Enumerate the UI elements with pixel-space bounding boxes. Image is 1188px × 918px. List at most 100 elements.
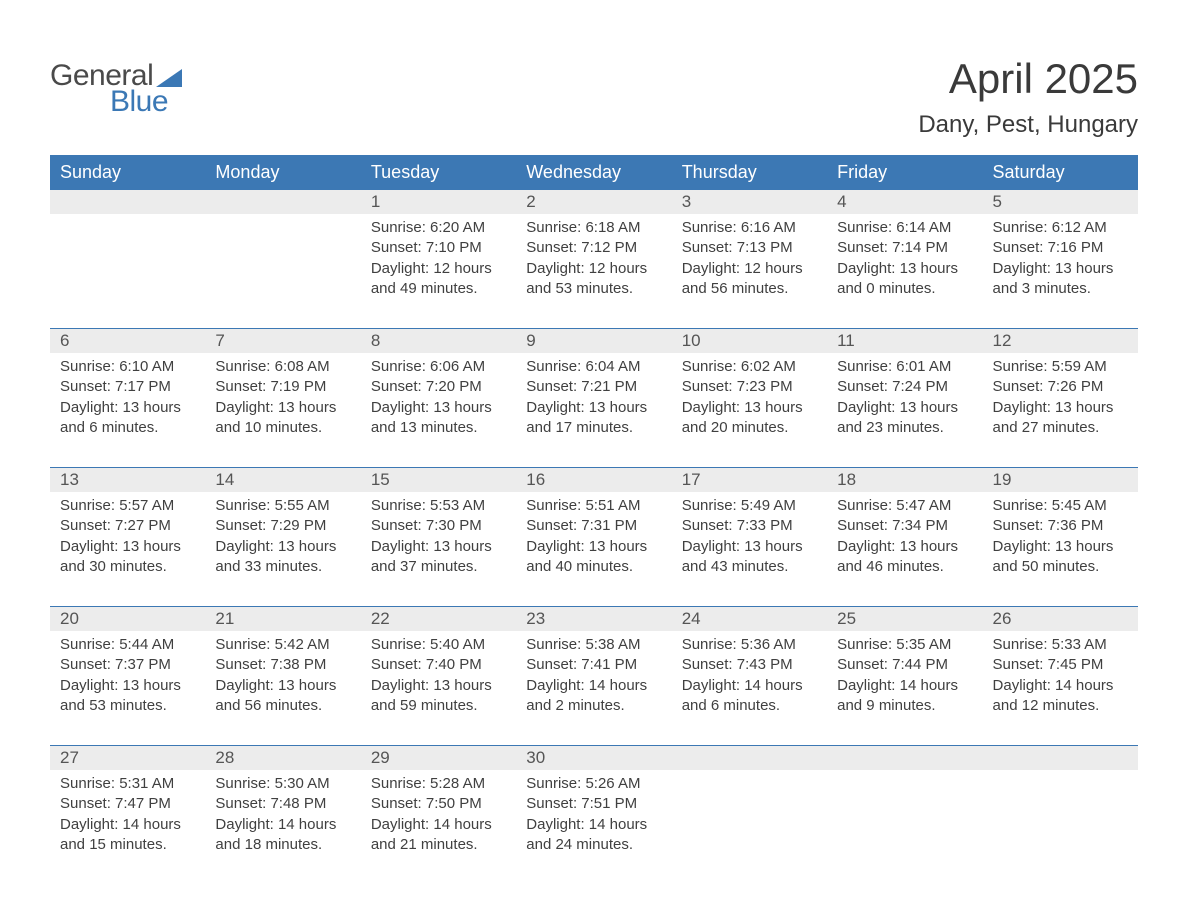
day-number-band: 17 (672, 468, 827, 492)
calendar-page: General Blue April 2025 Dany, Pest, Hung… (0, 0, 1188, 914)
day-number: 27 (50, 748, 79, 768)
sunset-line: Sunset: 7:41 PM (526, 655, 663, 675)
day-number: 26 (983, 609, 1012, 629)
daylight-line: Daylight: 13 hours and 37 minutes. (371, 537, 508, 578)
day-cell: 22Sunrise: 5:40 AMSunset: 7:40 PMDayligh… (361, 607, 516, 735)
day-cell: 19Sunrise: 5:45 AMSunset: 7:36 PMDayligh… (983, 468, 1138, 596)
day-body (983, 770, 1138, 780)
week-row: 1Sunrise: 6:20 AMSunset: 7:10 PMDaylight… (50, 190, 1138, 318)
week-row: 27Sunrise: 5:31 AMSunset: 7:47 PMDayligh… (50, 745, 1138, 874)
sunrise-line: Sunrise: 6:06 AM (371, 357, 508, 377)
daylight-line: Daylight: 14 hours and 15 minutes. (60, 815, 197, 856)
sunset-line: Sunset: 7:12 PM (526, 238, 663, 258)
sunset-line: Sunset: 7:44 PM (837, 655, 974, 675)
daylight-line: Daylight: 13 hours and 33 minutes. (215, 537, 352, 578)
day-cell: 17Sunrise: 5:49 AMSunset: 7:33 PMDayligh… (672, 468, 827, 596)
week-spacer (50, 318, 1138, 328)
day-body: Sunrise: 5:51 AMSunset: 7:31 PMDaylight:… (516, 492, 671, 583)
sunset-line: Sunset: 7:21 PM (526, 377, 663, 397)
daylight-line: Daylight: 13 hours and 6 minutes. (60, 398, 197, 439)
day-body (827, 770, 982, 780)
sunset-line: Sunset: 7:24 PM (837, 377, 974, 397)
daylight-line: Daylight: 12 hours and 53 minutes. (526, 259, 663, 300)
sunrise-line: Sunrise: 5:53 AM (371, 496, 508, 516)
day-number-band: 30 (516, 746, 671, 770)
day-cell: 11Sunrise: 6:01 AMSunset: 7:24 PMDayligh… (827, 329, 982, 457)
day-cell: 15 Sunrise: 5:53 AMSunset: 7:30 PMDayligh… (361, 468, 516, 596)
sunrise-line: Sunrise: 5:47 AM (837, 496, 974, 516)
day-body: Sunrise: 6:14 AMSunset: 7:14 PMDaylight:… (827, 214, 982, 305)
day-number: 2 (516, 192, 535, 212)
day-number-band: 9 (516, 329, 671, 353)
day-cell (983, 746, 1138, 874)
day-number: 18 (827, 470, 856, 490)
daylight-line: Daylight: 13 hours and 59 minutes. (371, 676, 508, 717)
sunset-line: Sunset: 7:51 PM (526, 794, 663, 814)
day-body (205, 214, 360, 224)
day-cell: 30Sunrise: 5:26 AMSunset: 7:51 PMDayligh… (516, 746, 671, 874)
day-number-band: 19 (983, 468, 1138, 492)
sunset-line: Sunset: 7:29 PM (215, 516, 352, 536)
daylight-line: Daylight: 13 hours and 3 minutes. (993, 259, 1130, 300)
logo: General Blue (50, 55, 182, 119)
day-cell: 7Sunrise: 6:08 AMSunset: 7:19 PMDaylight… (205, 329, 360, 457)
day-body (50, 214, 205, 224)
day-cell: 23Sunrise: 5:38 AMSunset: 7:41 PMDayligh… (516, 607, 671, 735)
calendar-grid: SundayMondayTuesdayWednesdayThursdayFrid… (50, 155, 1138, 874)
dow-cell: Tuesday (361, 155, 516, 190)
day-cell: 13Sunrise: 5:57 AMSunset: 7:27 PMDayligh… (50, 468, 205, 596)
daylight-line: Daylight: 13 hours and 10 minutes. (215, 398, 352, 439)
day-body: Sunrise: 6:10 AMSunset: 7:17 PMDaylight:… (50, 353, 205, 444)
day-cell: 6Sunrise: 6:10 AMSunset: 7:17 PMDaylight… (50, 329, 205, 457)
dow-cell: Monday (205, 155, 360, 190)
day-number-band: 5 (983, 190, 1138, 214)
day-body: Sunrise: 5:55 AMSunset: 7:29 PMDaylight:… (205, 492, 360, 583)
daylight-line: Daylight: 13 hours and 50 minutes. (993, 537, 1130, 578)
day-cell: 14Sunrise: 5:55 AMSunset: 7:29 PMDayligh… (205, 468, 360, 596)
day-number: 6 (50, 331, 69, 351)
day-body: Sunrise: 5:57 AMSunset: 7:27 PMDaylight:… (50, 492, 205, 583)
day-number-band: 25 (827, 607, 982, 631)
daylight-line: Daylight: 13 hours and 27 minutes. (993, 398, 1130, 439)
day-number-band: 21 (205, 607, 360, 631)
day-number: 15 (361, 470, 390, 490)
daylight-line: Daylight: 13 hours and 53 minutes. (60, 676, 197, 717)
week-row: 13Sunrise: 5:57 AMSunset: 7:27 PMDayligh… (50, 467, 1138, 596)
sunrise-line: Sunrise: 5:35 AM (837, 635, 974, 655)
sunrise-line: Sunrise: 6:16 AM (682, 218, 819, 238)
day-cell: 29Sunrise: 5:28 AMSunset: 7:50 PMDayligh… (361, 746, 516, 874)
sunset-line: Sunset: 7:16 PM (993, 238, 1130, 258)
day-number-band: 3 (672, 190, 827, 214)
daylight-line: Daylight: 12 hours and 56 minutes. (682, 259, 819, 300)
day-cell: 1Sunrise: 6:20 AMSunset: 7:10 PMDaylight… (361, 190, 516, 318)
day-number-band: 10 (672, 329, 827, 353)
sunrise-line: Sunrise: 5:40 AM (371, 635, 508, 655)
sunrise-line: Sunrise: 6:01 AM (837, 357, 974, 377)
dow-cell: Friday (827, 155, 982, 190)
sunrise-line: Sunrise: 5:59 AM (993, 357, 1130, 377)
day-number-band: 8 (361, 329, 516, 353)
sunset-line: Sunset: 7:30 PM (371, 516, 508, 536)
day-body: Sunrise: 5:59 AMSunset: 7:26 PMDaylight:… (983, 353, 1138, 444)
day-cell: 25Sunrise: 5:35 AMSunset: 7:44 PMDayligh… (827, 607, 982, 735)
day-number-band: 2 (516, 190, 671, 214)
day-number: 16 (516, 470, 545, 490)
day-number: 25 (827, 609, 856, 629)
sunrise-line: Sunrise: 6:10 AM (60, 357, 197, 377)
day-body: Sunrise: 5:35 AMSunset: 7:44 PMDaylight:… (827, 631, 982, 722)
day-cell (672, 746, 827, 874)
daylight-line: Daylight: 14 hours and 2 minutes. (526, 676, 663, 717)
day-cell: 21Sunrise: 5:42 AMSunset: 7:38 PMDayligh… (205, 607, 360, 735)
sunrise-line: Sunrise: 5:57 AM (60, 496, 197, 516)
daylight-line: Daylight: 13 hours and 30 minutes. (60, 537, 197, 578)
sunrise-line: Sunrise: 6:14 AM (837, 218, 974, 238)
daylight-line: Daylight: 13 hours and 56 minutes. (215, 676, 352, 717)
daylight-line: Daylight: 13 hours and 0 minutes. (837, 259, 974, 300)
sunrise-line: Sunrise: 6:04 AM (526, 357, 663, 377)
sunset-line: Sunset: 7:31 PM (526, 516, 663, 536)
week-row: 6Sunrise: 6:10 AMSunset: 7:17 PMDaylight… (50, 328, 1138, 457)
sunset-line: Sunset: 7:19 PM (215, 377, 352, 397)
day-number-band: 26 (983, 607, 1138, 631)
sunset-line: Sunset: 7:26 PM (993, 377, 1130, 397)
day-number: 29 (361, 748, 390, 768)
